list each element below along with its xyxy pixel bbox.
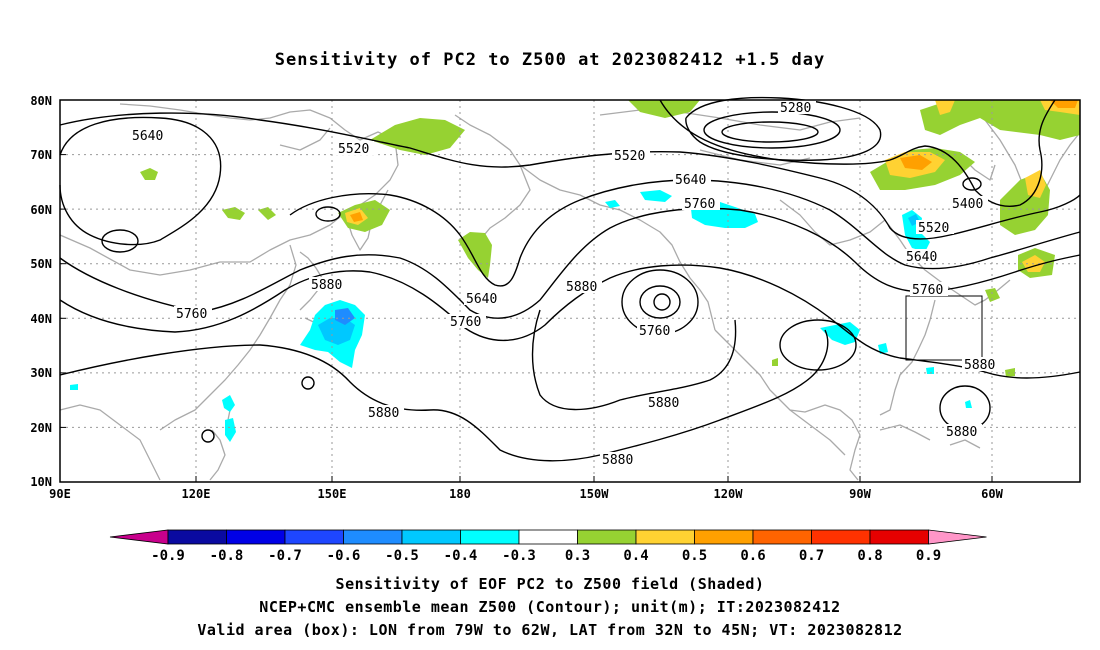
contour-label: 5760 [174,306,212,322]
colorbar-segment [635,529,695,545]
colorbar-segment [752,529,812,545]
lat-label: 70N [30,148,52,162]
contour-label: 5880 [646,395,684,411]
contour-label: 5280 [778,100,816,116]
lat-label: 10N [30,475,52,489]
colorbar-segment [811,529,871,545]
colorbar-segment [460,529,520,545]
colorbar-label: -0.4 [444,548,478,564]
contour-labels: 5280 5400 5520 5520 5520 5640 5640 5640 … [130,100,1000,468]
contour-label: 5520 [916,220,954,236]
contour-label: 5520 [612,148,650,164]
svg-text:5880: 5880 [964,358,995,373]
svg-text:5640: 5640 [675,173,706,188]
caption-valid-area: Valid area (box): LON from 79W to 62W, L… [197,621,903,639]
colorbar-label: 0.7 [799,548,824,564]
lon-label: 180 [449,487,471,501]
colorbar-left-arrow [109,529,169,545]
contour-label: 5640 [130,128,168,144]
colorbar-segment [167,529,227,545]
lon-label: 60W [981,487,1003,501]
contour-label: 5760 [682,196,720,212]
contour-label: 5400 [950,196,988,212]
svg-text:5880: 5880 [602,453,633,468]
lon-label: 120W [714,487,744,501]
colorbar: -0.9 -0.8 -0.7 -0.6 -0.5 -0.4 -0.3 0.3 0.4 0.5 0.6… [109,529,987,564]
colorbar-segment [284,529,344,545]
svg-text:5880: 5880 [566,280,597,295]
map-grid [60,100,1080,482]
lat-label: 80N [30,94,52,108]
contour-label: 5880 [564,279,602,295]
colorbar-label: 0.3 [565,548,590,564]
colorbar-label: 0.4 [623,548,648,564]
caption-shaded: Sensitivity of EOF PC2 to Z500 field (Sh… [335,575,765,593]
svg-text:5760: 5760 [684,197,715,212]
colorbar-label: -0.7 [268,548,302,564]
svg-text:5280: 5280 [780,101,811,116]
colorbar-segment [401,529,461,545]
svg-text:5760: 5760 [912,283,943,298]
contour-label: 5880 [600,452,638,468]
contour-label: 5880 [962,357,1000,373]
contour-label: 5640 [464,291,502,307]
contour-label: 5880 [944,424,982,440]
map-title: Sensitivity of PC2 to Z500 at 2023082412… [274,50,826,70]
svg-text:5880: 5880 [311,278,342,293]
lat-label: 30N [30,366,52,380]
lat-label: 50N [30,257,52,271]
lat-label: 60N [30,203,52,217]
lat-label: 40N [30,312,52,326]
svg-text:5520: 5520 [338,142,369,157]
colorbar-label: 0.8 [857,548,882,564]
svg-text:5520: 5520 [614,149,645,164]
contour-label: 5760 [910,282,948,298]
colorbar-label: 0.9 [916,548,941,564]
colorbar-label: 0.5 [682,548,707,564]
lon-label: 120E [182,487,211,501]
plot-frame [59,99,1081,483]
svg-text:5880: 5880 [368,406,399,421]
lon-label: 150W [580,487,610,501]
svg-text:5760: 5760 [450,315,481,330]
colorbar-label: 0.6 [740,548,765,564]
svg-text:5640: 5640 [466,292,497,307]
lon-label: 150E [318,487,347,501]
colorbar-label: -0.8 [210,548,244,564]
colorbar-label: -0.6 [327,548,361,564]
svg-text:5640: 5640 [906,250,937,265]
contour-label: 5760 [448,314,486,330]
svg-text:5760: 5760 [639,324,670,339]
colorbar-segment [869,529,929,545]
lon-label: 90W [849,487,871,501]
latitude-labels: 80N 70N 60N 50N 40N 30N 20N 10N [30,94,52,489]
contour-label: 5880 [366,405,404,421]
colorbar-right-arrow [928,529,987,545]
colorbar-label: -0.5 [385,548,419,564]
colorbar-segment [694,529,754,545]
svg-text:5880: 5880 [648,396,679,411]
contour-label: 5640 [673,172,711,188]
tick-marks [60,99,993,482]
svg-text:5760: 5760 [176,307,207,322]
contour-label: 5880 [309,277,347,293]
caption-contour: NCEP+CMC ensemble mean Z500 (Contour); u… [259,598,841,616]
svg-text:5400: 5400 [952,197,983,212]
colorbar-segment [343,529,403,545]
colorbar-label: -0.9 [151,548,185,564]
colorbar-label: -0.3 [502,548,536,564]
lat-label: 20N [30,421,52,435]
contour-label: 5640 [904,249,942,265]
colorbar-segment [226,529,286,545]
contour-label: 5760 [637,323,675,339]
colorbar-segment [518,529,578,545]
svg-text:5880: 5880 [946,425,977,440]
longitude-labels: 90E 120E 150E 180 150W 120W 90W 60W [49,487,1003,501]
contour-label: 5520 [336,141,374,157]
lon-label: 90E [49,487,71,501]
svg-text:5520: 5520 [918,221,949,236]
svg-text:5640: 5640 [132,129,163,144]
colorbar-segment [577,529,637,545]
